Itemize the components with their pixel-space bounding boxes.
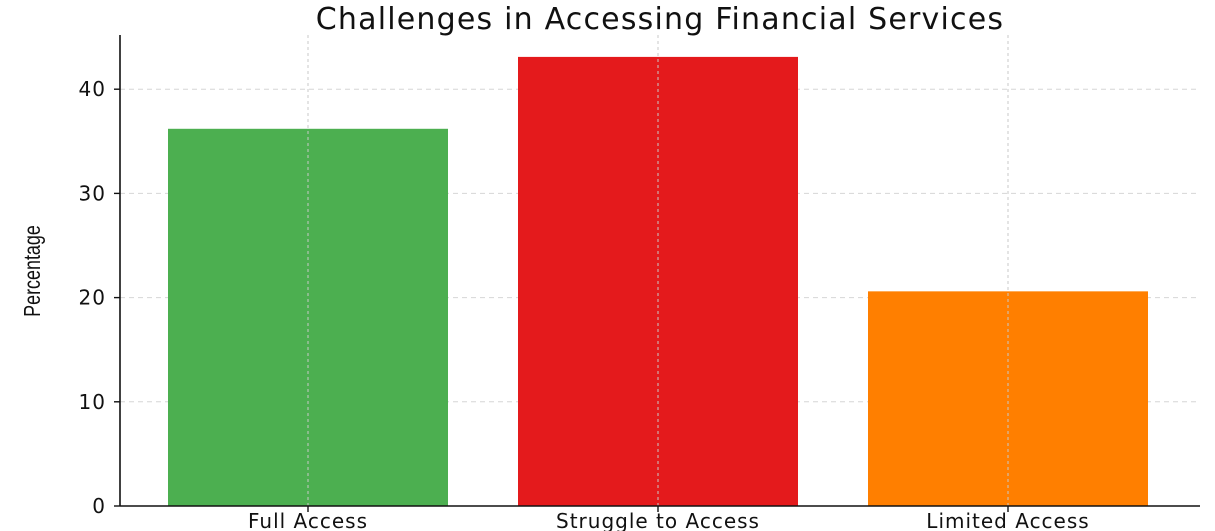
y-ticks-layer: 0 10 20 30 40 (79, 77, 120, 518)
x-tick-label: Full Access (248, 509, 368, 531)
y-tick-label: 20 (79, 286, 106, 310)
y-tick-label: 30 (79, 181, 106, 205)
chart-title: Challenges in Accessing Financial Servic… (316, 2, 1004, 37)
y-tick-label: 10 (79, 390, 106, 414)
axes-layer (119, 35, 1200, 507)
bar (868, 291, 1148, 506)
vertical-grid-layer (307, 35, 1009, 506)
x-tick-label: Struggle to Access (556, 509, 760, 531)
y-tick-label: 40 (79, 77, 106, 101)
y-tick-label: 0 (92, 494, 106, 518)
x-tick-label: Limited Access (926, 509, 1089, 531)
x-ticks-layer: Full Access Struggle to Access Limited Acc… (248, 506, 1089, 531)
y-axis-label: Percentage (20, 225, 46, 317)
